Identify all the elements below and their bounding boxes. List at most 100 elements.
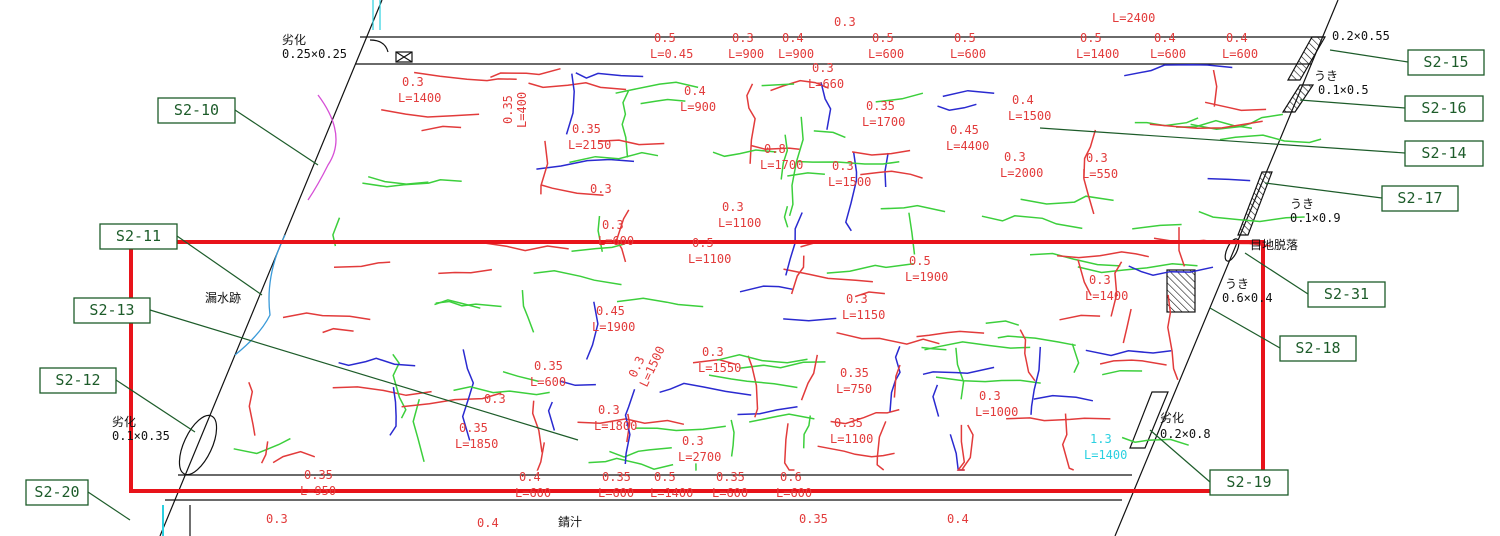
crack [1071,343,1080,374]
crack-width: 0.4 [684,84,706,98]
crack [412,399,425,462]
crack [531,400,543,453]
crack-width: 0.35 [534,359,563,373]
crack-length: L=1700 [862,115,905,129]
crack [751,144,800,151]
crack [730,419,735,457]
crack [624,388,636,465]
crack [502,370,539,383]
crack [884,152,889,188]
crack [434,299,481,309]
crack [585,301,599,360]
crack [780,134,789,180]
crack-width: 0.3 [402,75,424,89]
crack-length: L=600 [1222,47,1258,61]
crack [1029,252,1121,267]
crack-width: 0.3 [682,434,704,448]
crack [362,179,462,188]
note-text: うき [1290,197,1314,211]
callout-box [39,367,117,394]
crack [880,204,946,213]
crack [490,67,561,78]
crack [1204,101,1267,112]
note-text: 0.25×0.25 [282,47,347,61]
callout-label: S2-10 [174,101,219,119]
crack-width: 0.3 [702,345,724,359]
crack-length: L=1100 [830,432,873,446]
crack [1212,69,1218,107]
crack [749,413,815,423]
leak-trace [234,234,286,356]
crack-length: L=1150 [842,308,885,322]
crack [851,149,911,156]
crack-width: 0.3 [602,218,624,232]
crack [1085,349,1172,357]
crack [333,261,391,268]
crack [854,291,885,298]
note-text: 劣化 [112,415,136,429]
crack-width: 0.5 [654,470,676,484]
crack-width: 0.35 [716,470,745,484]
crack [746,83,756,164]
crack-length: L=1100 [688,252,731,266]
crack [860,170,923,179]
crack [908,212,916,255]
crack [790,255,805,295]
crack [421,125,462,132]
crack [770,79,829,92]
crack-length: L=1500 [1008,109,1051,123]
crack [783,268,873,283]
callout-box [1404,95,1484,122]
crack [1198,210,1305,223]
crack-width: 0.3 [812,61,834,75]
note-text: 0.2×0.55 [1332,29,1390,43]
crack-length: L=2150 [568,138,611,152]
crack [739,285,793,293]
crack [1132,223,1182,230]
callout-box [157,97,236,124]
crack-width: 0.5 [909,254,931,268]
note-text: 0.2×0.8 [1160,427,1211,441]
leader-line [1329,49,1409,63]
crack-length: L=1700 [760,158,803,172]
crack [598,139,665,146]
callout-label: S2-20 [34,483,79,501]
crack [536,442,546,471]
crack [540,140,549,195]
crack-width: 0.35 [304,468,333,482]
crack-width: 0.5 [692,236,714,250]
crack [392,353,407,419]
crack-width: 0.3 [834,15,856,29]
crack [401,392,502,408]
crack [575,72,644,79]
crack-width: 0.35 [459,421,488,435]
callout-label: S2-14 [1421,144,1466,162]
crack-length: L=2000 [1000,166,1043,180]
crack-length: L=1400 [1076,47,1119,61]
crack [813,130,846,139]
crack [1176,119,1253,130]
crack [1033,394,1094,402]
crack [889,346,901,412]
crack-width: 0.35 [834,416,863,430]
crack-width: 0.3 [1086,151,1108,165]
crack [956,424,966,471]
crack-length: L=600 [515,486,551,500]
leader-line [1039,127,1406,154]
crack-width: 0.4 [519,470,541,484]
crack [1019,329,1036,382]
crack [1061,413,1074,471]
crack [787,172,825,177]
crack-length: L=1900 [592,320,635,334]
crack-length: L=600 [868,47,904,61]
crack-width: 0.35 [840,366,869,380]
crack [826,263,914,274]
crack [932,384,940,417]
callout-box [1209,469,1289,496]
crack [761,83,795,87]
crack [565,73,575,135]
crack [588,457,674,470]
callout-label: S2-11 [116,227,161,245]
crack [453,386,550,396]
crack-width: 0.4 [477,516,499,530]
